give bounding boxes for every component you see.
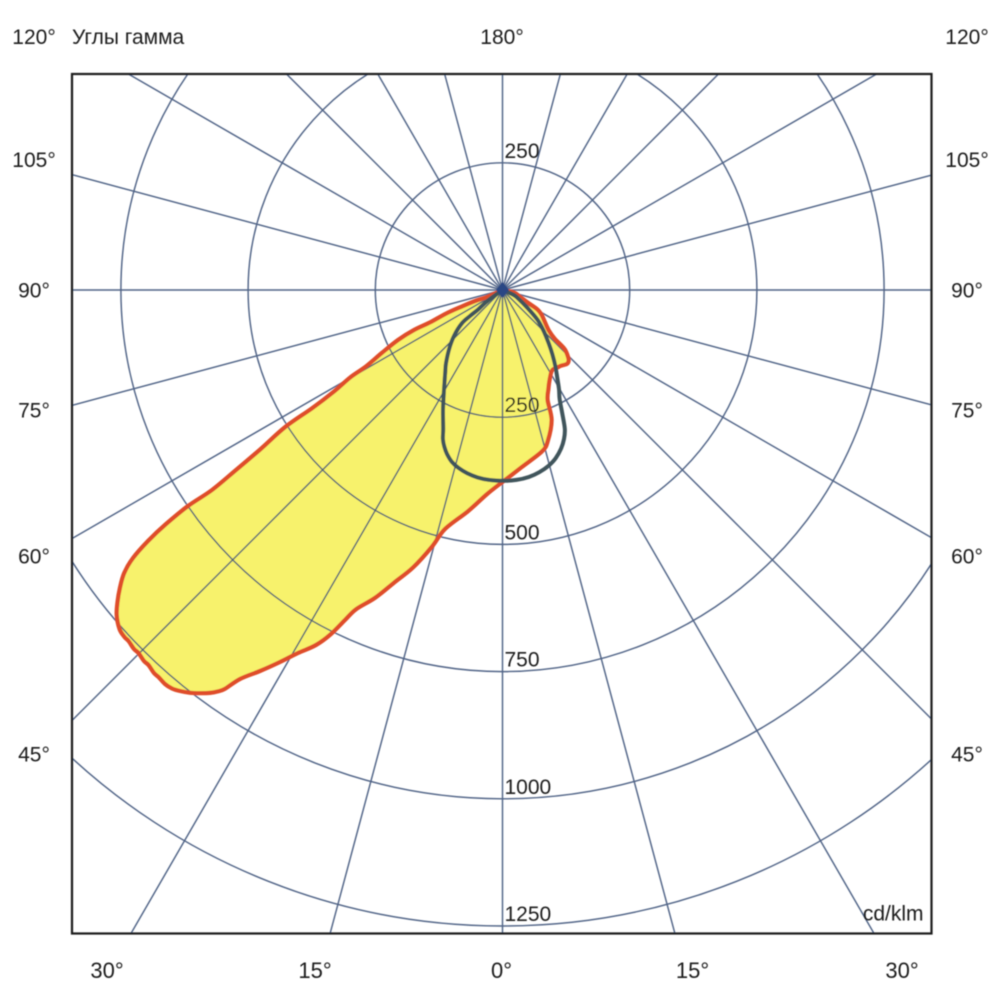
svg-text:180°: 180° — [480, 26, 523, 49]
svg-text:120°: 120° — [12, 26, 55, 49]
svg-text:cd/klm: cd/klm — [863, 903, 924, 926]
svg-text:15°: 15° — [298, 958, 331, 983]
svg-text:30°: 30° — [885, 958, 918, 983]
svg-text:1250: 1250 — [505, 903, 552, 926]
svg-text:45°: 45° — [951, 744, 983, 767]
svg-text:105°: 105° — [945, 149, 988, 172]
svg-text:60°: 60° — [18, 546, 50, 569]
svg-text:45°: 45° — [18, 744, 50, 767]
svg-text:90°: 90° — [951, 280, 983, 303]
svg-text:0°: 0° — [491, 958, 512, 983]
svg-text:105°: 105° — [12, 149, 55, 172]
svg-text:250: 250 — [505, 140, 540, 163]
svg-text:75°: 75° — [951, 400, 983, 423]
svg-text:750: 750 — [505, 649, 540, 672]
svg-text:120°: 120° — [945, 26, 988, 49]
svg-text:1000: 1000 — [505, 776, 552, 799]
svg-text:75°: 75° — [18, 400, 50, 423]
svg-text:250: 250 — [505, 394, 540, 417]
svg-text:60°: 60° — [951, 546, 983, 569]
svg-text:500: 500 — [505, 521, 540, 544]
svg-text:30°: 30° — [90, 958, 123, 983]
svg-text:15°: 15° — [676, 958, 709, 983]
svg-text:90°: 90° — [18, 280, 50, 303]
svg-text:Углы гамма: Углы гамма — [72, 26, 185, 49]
